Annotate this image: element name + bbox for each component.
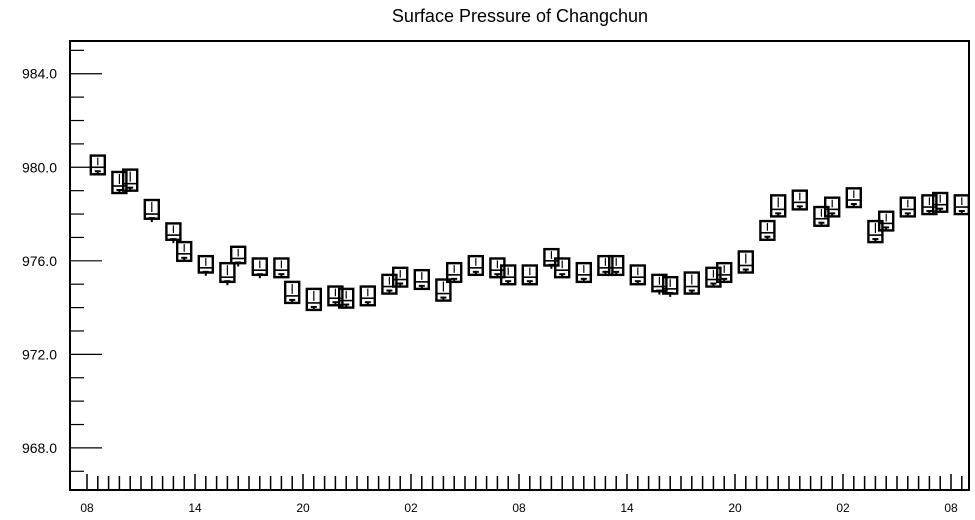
box-glyph (305, 287, 322, 312)
box-glyph (435, 278, 452, 302)
box-glyph (338, 287, 355, 309)
box-glyph (759, 219, 776, 241)
box-glyph (273, 257, 290, 279)
box-glyph (629, 264, 646, 286)
box-glyph (683, 271, 700, 295)
box-glyph (716, 261, 733, 284)
box-glyph (662, 275, 679, 297)
box-glyph (791, 189, 808, 211)
box-glyph (467, 254, 484, 277)
box-glyph (359, 285, 376, 307)
box-glyph (251, 257, 269, 279)
box-glyph (413, 268, 430, 291)
x-tick-label: 14 (620, 501, 634, 515)
plot-frame (69, 40, 970, 491)
box-glyph (770, 194, 787, 218)
box-glyph (500, 264, 517, 286)
box-glyph (89, 154, 107, 176)
box-glyph (175, 240, 193, 263)
box-glyph (219, 261, 236, 286)
x-axis: 08 14 20 02 08 14 20 02 08 (80, 474, 963, 515)
box-glyph (327, 285, 344, 307)
box-glyph (121, 168, 139, 192)
y-tick-label: 968.0 (22, 440, 57, 456)
box-glyph (381, 273, 398, 295)
box-glyph (899, 196, 916, 218)
x-tick-label: 08 (80, 501, 94, 515)
y-tick-label: 972.0 (22, 346, 57, 362)
chart-title: Surface Pressure of Changchun (392, 6, 648, 26)
box-glyph (608, 254, 625, 277)
box-glyph (845, 187, 862, 209)
box-glyph (932, 191, 949, 213)
box-glyph (521, 264, 538, 286)
x-tick-label: 20 (296, 501, 310, 515)
x-tick-label: 02 (404, 501, 418, 515)
box-glyph (143, 198, 161, 223)
box-glyph (197, 254, 215, 276)
x-tick-label: 20 (728, 501, 742, 515)
box-glyph (597, 254, 614, 277)
box-glyph (229, 245, 247, 267)
box-glyph (446, 261, 463, 284)
y-tick-label: 980.0 (22, 159, 57, 175)
box-glyph (824, 196, 841, 218)
box-glyph (953, 194, 970, 216)
box-glyph (575, 261, 592, 284)
data-glyphs (89, 154, 970, 312)
box-glyph (878, 210, 895, 232)
y-axis: 968.0 972.0 976.0 980.0 984.0 (22, 49, 102, 472)
box-glyph (392, 266, 409, 288)
y-tick-label: 984.0 (22, 66, 57, 82)
y-tick-label: 976.0 (22, 253, 57, 269)
box-glyph (165, 222, 182, 244)
x-tick-label: 08 (512, 501, 526, 515)
x-tick-label: 02 (836, 501, 850, 515)
box-glyph (737, 250, 754, 274)
box-glyph (554, 257, 571, 279)
x-tick-label: 08 (944, 501, 958, 515)
box-glyph (284, 280, 301, 305)
x-tick-label: 14 (188, 501, 202, 515)
